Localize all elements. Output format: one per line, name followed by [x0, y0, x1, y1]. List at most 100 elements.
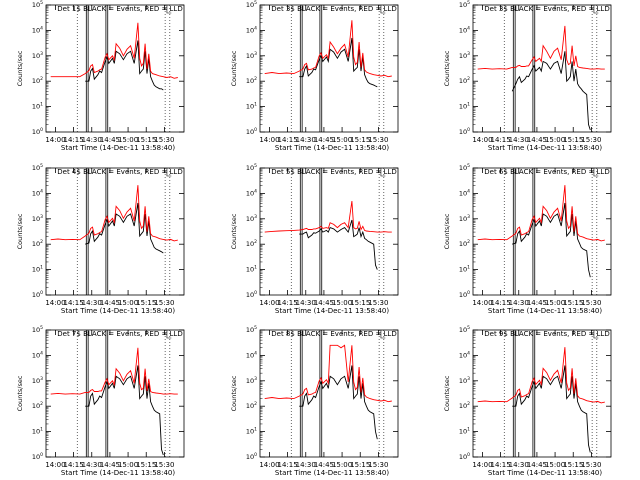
x-tick-label: 14:30	[296, 461, 316, 469]
y-tick-label: 105	[32, 0, 43, 9]
y-tick-exponent: 4	[40, 188, 43, 194]
plot-frame	[259, 4, 399, 133]
x-tick-label: 15:00	[118, 461, 138, 469]
chart-panel-5: 10010110210310410514:0014:1514:3014:4515…	[230, 163, 399, 315]
y-tick-exponent: 3	[254, 376, 257, 382]
x-axis-label: Start Time (14-Dec-11 13:58:40)	[488, 144, 602, 152]
y-tick-exponent: 0	[254, 452, 257, 458]
y-tick-label: 104	[246, 350, 257, 359]
panel-title: Det 3$ BLACK = Events, RED = LLD	[484, 5, 609, 13]
y-tick-label: 105	[246, 325, 257, 334]
y-tick-label: 105	[459, 163, 470, 172]
x-tick-label: 14:15	[64, 299, 84, 307]
y-tick-label: 104	[246, 25, 257, 34]
y-tick-label: 102	[32, 76, 43, 85]
x-tick-label: 15:30	[154, 299, 174, 307]
y-tick-label: 102	[459, 76, 470, 85]
y-tick-exponent: 4	[467, 350, 470, 356]
attenuator-bracket	[380, 168, 386, 177]
x-tick-label: 14:30	[509, 136, 529, 144]
x-tick-label: 14:15	[278, 461, 298, 469]
x-axis-label: Start Time (14-Dec-11 13:58:40)	[488, 469, 602, 477]
y-tick-exponent: 5	[254, 0, 257, 6]
x-tick-label: 15:00	[545, 299, 565, 307]
y-tick-label: 101	[246, 265, 257, 274]
y-tick-exponent: 5	[254, 163, 257, 169]
y-tick-label: 102	[32, 401, 43, 410]
series-line-events	[299, 37, 378, 88]
x-tick-label: 14:30	[82, 136, 102, 144]
y-tick-label: 102	[32, 239, 43, 248]
series-line-events	[85, 40, 164, 91]
y-tick-label: 100	[246, 290, 257, 299]
y-tick-exponent: 2	[467, 76, 470, 82]
y-tick-label: 100	[32, 290, 43, 299]
y-tick-exponent: 3	[254, 51, 257, 57]
y-tick-label: 103	[459, 51, 470, 60]
y-tick-label: 100	[459, 127, 470, 136]
y-axis-label: Counts/sec	[230, 375, 238, 411]
y-tick-exponent: 0	[40, 452, 43, 458]
x-tick-label: 15:15	[350, 299, 370, 307]
x-tick-label: 14:45	[527, 461, 547, 469]
x-tick-label: 14:45	[527, 136, 547, 144]
y-tick-exponent: 0	[467, 127, 470, 133]
y-tick-label: 101	[246, 427, 257, 436]
x-tick-label: 14:45	[314, 461, 334, 469]
y-tick-exponent: 0	[254, 127, 257, 133]
chart-panel-7: 10010110210310410514:0014:1514:3014:4515…	[16, 325, 185, 477]
y-tick-label: 101	[246, 102, 257, 111]
x-tick-label: 14:00	[472, 299, 492, 307]
x-tick-label: 15:15	[563, 461, 583, 469]
x-tick-label: 15:30	[581, 299, 601, 307]
x-tick-label: 15:15	[350, 461, 370, 469]
chart-panel-1: 10010110210310410514:0014:1514:3014:4515…	[16, 0, 185, 152]
y-tick-exponent: 1	[254, 265, 257, 271]
y-tick-exponent: 4	[254, 25, 257, 31]
plot-frame	[259, 329, 399, 458]
chart-panel-3: 10010110210310410514:0014:1514:3014:4515…	[443, 0, 612, 152]
y-tick-label: 101	[459, 102, 470, 111]
attenuator-bracket	[593, 168, 599, 177]
y-tick-exponent: 3	[467, 376, 470, 382]
x-tick-label: 14:30	[296, 136, 316, 144]
y-tick-label: 102	[246, 76, 257, 85]
series-line-events	[85, 365, 164, 456]
y-tick-exponent: 2	[467, 401, 470, 407]
y-tick-label: 104	[32, 188, 43, 197]
y-tick-label: 100	[32, 452, 43, 461]
y-tick-label: 103	[32, 214, 43, 223]
y-tick-exponent: 4	[467, 25, 470, 31]
plot-frame	[45, 4, 185, 133]
y-tick-label: 102	[459, 401, 470, 410]
y-tick-exponent: 2	[254, 239, 257, 245]
y-tick-exponent: 0	[467, 452, 470, 458]
y-axis-label: Counts/sec	[443, 213, 451, 249]
series-line-events	[85, 202, 164, 254]
x-tick-label: 14:00	[45, 136, 65, 144]
y-tick-exponent: 1	[467, 265, 470, 271]
y-tick-exponent: 1	[467, 427, 470, 433]
x-tick-label: 15:00	[545, 461, 565, 469]
series-line-lld	[264, 200, 392, 233]
series-line-events	[299, 365, 378, 440]
attenuator-bracket	[593, 5, 599, 14]
y-tick-exponent: 5	[467, 325, 470, 331]
y-tick-exponent: 0	[40, 127, 43, 133]
attenuator-bracket	[380, 5, 386, 14]
x-axis-label: Start Time (14-Dec-11 13:58:40)	[275, 469, 389, 477]
x-tick-label: 15:00	[118, 136, 138, 144]
y-tick-label: 101	[459, 265, 470, 274]
plot-frame	[472, 167, 612, 296]
x-tick-label: 14:45	[100, 136, 120, 144]
panel-title: Det 4$ BLACK = Events, RED = LLD	[57, 168, 182, 176]
y-tick-label: 101	[32, 102, 43, 111]
y-tick-exponent: 1	[40, 265, 43, 271]
x-tick-label: 14:15	[64, 461, 84, 469]
y-tick-exponent: 3	[40, 376, 43, 382]
y-tick-label: 103	[246, 51, 257, 60]
y-tick-label: 104	[32, 25, 43, 34]
x-tick-label: 14:15	[278, 136, 298, 144]
